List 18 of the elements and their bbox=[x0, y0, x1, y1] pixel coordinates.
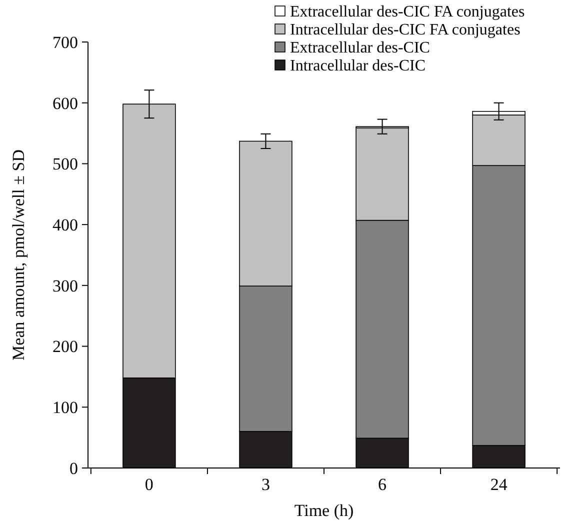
y-tick-label: 200 bbox=[52, 337, 78, 356]
legend-label: Intracellular des-CIC FA conjugates bbox=[290, 22, 520, 39]
x-tick-label: 6 bbox=[378, 475, 387, 494]
legend-label: Intracellular des-CIC bbox=[290, 58, 426, 75]
y-tick-label: 700 bbox=[52, 32, 78, 52]
y-tick-label: 100 bbox=[52, 398, 78, 418]
legend-label: Extracellular des-CIC FA conjugates bbox=[290, 4, 525, 21]
y-axis-title: Mean amount, pmol/well ± SD bbox=[9, 150, 28, 360]
x-tick-label: 0 bbox=[144, 475, 154, 494]
y-tick-label: 400 bbox=[52, 216, 78, 235]
legend-label: Extracellular des-CIC bbox=[290, 40, 430, 57]
x-axis-title: Time (h) bbox=[294, 501, 354, 520]
y-tick-label: 0 bbox=[70, 458, 78, 478]
y-tick-label: 500 bbox=[52, 154, 78, 174]
y-tick-label: 600 bbox=[52, 94, 78, 113]
x-tick-label: 24 bbox=[490, 475, 508, 494]
y-tick-label: 300 bbox=[52, 276, 78, 296]
x-tick-label: 3 bbox=[261, 475, 270, 494]
